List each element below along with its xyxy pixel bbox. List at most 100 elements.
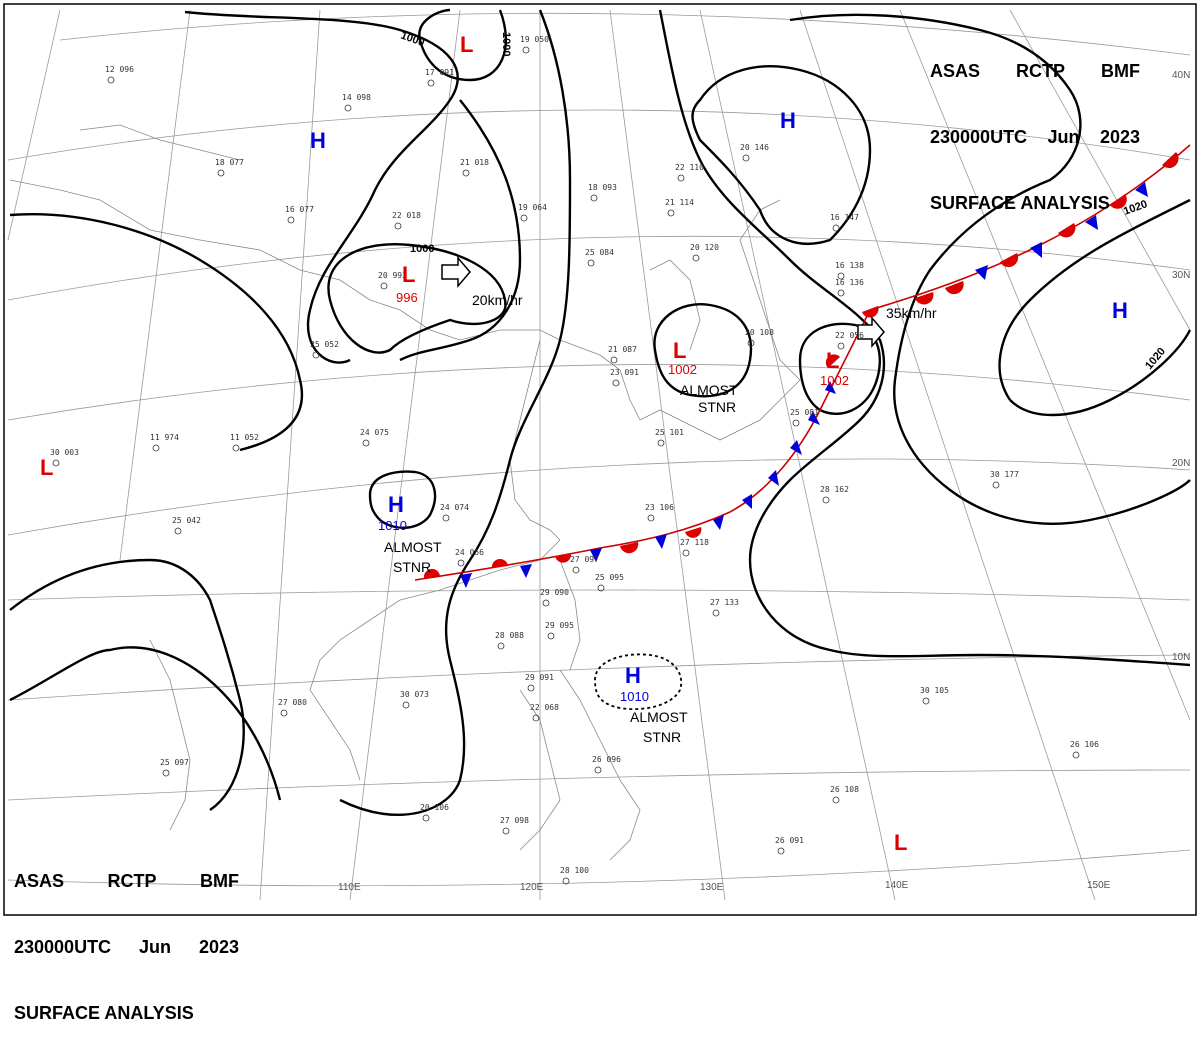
low-pressure-symbol: L: [673, 338, 686, 363]
station-plot: 25 042: [172, 516, 201, 535]
latitude-grid: [7, 12, 1191, 887]
station-circle-icon: [520, 214, 528, 222]
station-value: 20 120: [690, 243, 719, 252]
header-region: ASAS: [14, 871, 65, 891]
header-center: RCTP: [1016, 61, 1065, 81]
station-circle-icon: [422, 814, 430, 822]
station-value: 24 075: [360, 428, 389, 437]
station-value: 28 088: [495, 631, 524, 640]
station-circle-icon: [232, 444, 240, 452]
station-circle-icon: [502, 827, 510, 835]
station-circle-icon: [442, 514, 450, 522]
station-circle-icon: [597, 584, 605, 592]
warm-front-semicircle: [915, 292, 934, 305]
station-value: 29 091: [525, 673, 554, 682]
header-region: ASAS: [930, 61, 981, 81]
station-plot: 24 066: [455, 548, 484, 567]
station-value: 29 090: [540, 588, 569, 597]
station-value: 25 097: [160, 758, 189, 767]
cold-front-triangle: [768, 470, 779, 486]
header-bottom-left: ASAS RCTP BMF 230000UTC Jun 2023 SURFACE…: [14, 826, 239, 1046]
station-circle-icon: [742, 154, 750, 162]
station-circle-icon: [527, 684, 535, 692]
station-value: 16 077: [285, 205, 314, 214]
station-circle-icon: [610, 356, 618, 364]
station-plot: 25 081: [790, 408, 819, 427]
station-circle-icon: [152, 444, 160, 452]
station-plot: 16 077: [285, 205, 314, 224]
station-plot: 25 095: [595, 573, 624, 592]
station-value: 24 074: [440, 503, 469, 512]
low-pressure-value: 1002: [820, 373, 849, 388]
station-circle-icon: [587, 259, 595, 267]
high-pressure-value: 1010: [378, 518, 407, 533]
cold-front-triangle: [808, 411, 820, 425]
station-plot: 25 101: [655, 428, 684, 447]
station-circle-icon: [497, 642, 505, 650]
station-value: 28 100: [560, 866, 589, 875]
station-plot: 26 096: [592, 755, 621, 774]
isobar-line: [1009, 329, 1192, 417]
header-title: SURFACE ANALYSIS: [14, 1003, 194, 1023]
isobar-line: [418, 8, 508, 82]
station-plot: 23 091: [610, 368, 639, 387]
station-plot: 30 105: [920, 686, 949, 705]
header-center: RCTP: [107, 871, 157, 891]
station-value: 22 018: [392, 211, 421, 220]
header-title: SURFACE ANALYSIS: [930, 193, 1110, 213]
station-value: 26 106: [1070, 740, 1099, 749]
isobar-line: [9, 646, 282, 801]
station-circle-icon: [712, 609, 720, 617]
station-circle-icon: [107, 76, 115, 84]
warm-front-semicircle: [423, 568, 440, 578]
station-plot: 27 080: [278, 698, 307, 717]
station-plot: 22 110: [675, 163, 704, 182]
stationary-front: [414, 144, 1191, 588]
station-value: 23 106: [645, 503, 674, 512]
isobar-line: [691, 65, 872, 245]
station-plot: 22 018: [392, 211, 421, 230]
station-circle-icon: [287, 216, 295, 224]
longitude-label: 120E: [520, 882, 544, 893]
station-circle-icon: [380, 282, 388, 290]
high-pressure-symbol: H: [780, 108, 796, 133]
station-value: 18 093: [588, 183, 617, 192]
station-value: 27 133: [710, 598, 739, 607]
station-plot: 28 100: [560, 866, 589, 885]
motion-arrow-icon: [857, 315, 885, 349]
high-pressure-symbol: H: [388, 492, 404, 517]
station-value: 21 114: [665, 198, 694, 207]
station-plot: 18 077: [215, 158, 244, 177]
cold-front-triangle: [520, 564, 532, 578]
cold-front-triangle: [790, 440, 802, 455]
isobar-line: [184, 10, 459, 364]
station-value: 29 095: [545, 621, 574, 630]
isobar-label: 1000: [399, 30, 426, 50]
station-value: 26 108: [830, 785, 859, 794]
station-value: 27 098: [500, 816, 529, 825]
station-plot: 25 084: [585, 248, 614, 267]
station-circle-icon: [280, 709, 288, 717]
station-plot: 11 052: [230, 433, 259, 452]
cold-front-triangle: [1085, 215, 1098, 230]
station-value: 16 147: [830, 213, 859, 222]
header-year: 2023: [1099, 127, 1140, 147]
cold-front-triangle: [713, 515, 724, 530]
station-circle-icon: [747, 339, 755, 347]
header-month: Jun: [139, 937, 172, 957]
station-plot: 20 146: [740, 143, 769, 162]
header-time: 230000UTC: [930, 127, 1028, 147]
station-circle-icon: [174, 527, 182, 535]
low-pressure-symbol: L: [40, 455, 53, 480]
station-value: 18 077: [215, 158, 244, 167]
stationary-label: ALMOST: [630, 709, 688, 725]
station-value: 16 138: [835, 261, 864, 270]
warm-front-semicircle: [620, 542, 639, 554]
station-plot: 17 091: [425, 68, 454, 87]
isobars: [9, 8, 1192, 816]
cold-front-triangle: [460, 573, 472, 588]
stationary-label: ALMOST: [384, 539, 442, 555]
station-value: 16 136: [835, 278, 864, 287]
station-plot: 26 108: [830, 785, 859, 804]
header-month: Jun: [1047, 127, 1080, 147]
